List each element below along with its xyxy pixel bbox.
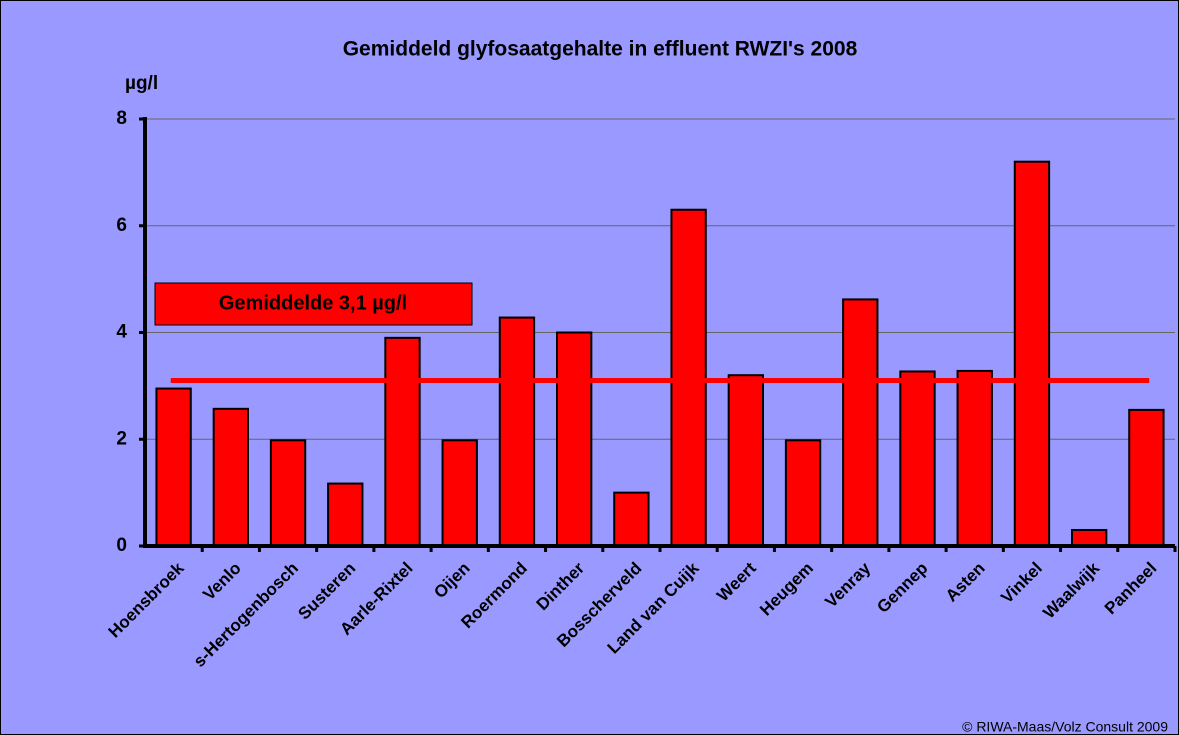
bar (956, 369, 993, 547)
bar (441, 439, 478, 548)
bar (327, 482, 364, 547)
bar (670, 208, 707, 548)
y-tick-label: 2 (116, 428, 127, 449)
y-tick-label: 8 (116, 108, 127, 129)
bar (727, 374, 765, 548)
annotation: Gemiddelde 3,1 µg/l (219, 292, 407, 314)
bar (155, 387, 192, 548)
annotation-box (154, 282, 473, 326)
source: © RIWA-Maas/Volz Consult 2009 (962, 719, 1168, 735)
chart-title: Gemiddeld glyfosaatgehalte in effluent R… (343, 38, 858, 61)
bar (1071, 528, 1108, 547)
bar (1013, 160, 1051, 547)
y-tick-label: 0 (116, 535, 127, 556)
bar (613, 491, 650, 547)
bar (498, 316, 536, 547)
bar (784, 439, 822, 548)
bar (842, 298, 879, 547)
bar (1128, 408, 1165, 547)
y-axis-label: µg/l (125, 73, 158, 94)
y-tick-label: 4 (116, 322, 127, 343)
bar (269, 439, 307, 548)
bar (384, 336, 421, 547)
bar (899, 370, 936, 547)
y-tick-label: 6 (116, 215, 127, 236)
bar (556, 331, 593, 547)
bar (212, 407, 250, 548)
